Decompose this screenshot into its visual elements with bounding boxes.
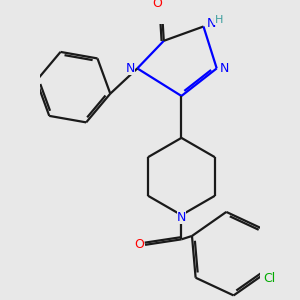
Text: N: N <box>206 17 216 30</box>
Text: N: N <box>126 62 135 75</box>
Text: N: N <box>220 62 229 75</box>
Text: H: H <box>214 15 223 26</box>
Text: O: O <box>152 0 162 10</box>
Text: O: O <box>134 238 144 251</box>
Text: N: N <box>177 211 186 224</box>
Text: Cl: Cl <box>263 272 275 285</box>
